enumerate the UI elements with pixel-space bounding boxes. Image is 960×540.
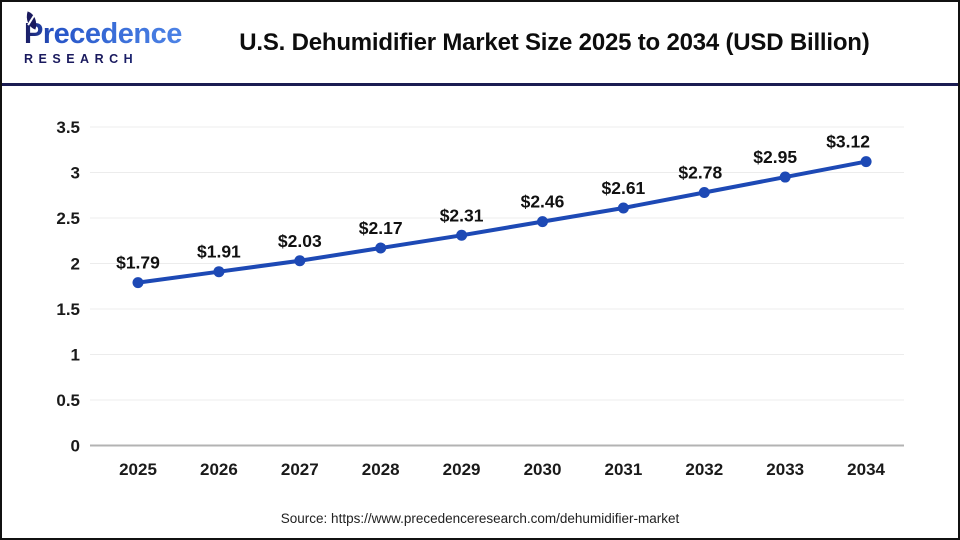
series-line <box>136 159 869 285</box>
data-label: $2.46 <box>521 192 565 212</box>
x-tick-label: 2031 <box>604 460 642 479</box>
y-tick-label: 0.5 <box>56 391 80 410</box>
data-label: $2.95 <box>753 147 797 167</box>
data-label: $2.17 <box>359 218 403 238</box>
x-tick-label: 2027 <box>281 460 319 479</box>
x-tick-label: 2030 <box>524 460 562 479</box>
y-tick-label: 2 <box>71 255 80 274</box>
data-label: $1.91 <box>197 242 241 262</box>
data-labels: $1.79 $1.91 $2.03 $2.17 $2.31 $2.46 $2.61 $2.78… <box>116 132 870 273</box>
data-point <box>617 202 629 214</box>
y-tick-label: 3.5 <box>56 118 80 137</box>
logo-subname: RESEARCH <box>24 53 182 66</box>
data-point <box>132 277 144 289</box>
data-label: $2.31 <box>440 205 484 225</box>
x-tick-label: 2026 <box>200 460 238 479</box>
precedence-logo: Precedence RESEARCH <box>23 11 182 66</box>
data-label: $3.12 <box>826 132 870 152</box>
x-tick-label: 2032 <box>685 460 723 479</box>
page-title: U.S. Dehumidifier Market Size 2025 to 20… <box>239 28 870 56</box>
data-label: $1.79 <box>116 253 160 273</box>
y-tick-label: 3 <box>71 164 80 183</box>
y-tick-label: 1.5 <box>56 300 80 319</box>
data-point <box>860 156 872 168</box>
data-point <box>698 187 710 199</box>
data-point <box>779 171 791 183</box>
logo-name: Precedence <box>24 17 182 50</box>
gridlines <box>90 126 904 447</box>
logo-wordmark: Precedence <box>23 11 182 50</box>
data-point <box>213 266 225 278</box>
x-tick-label: 2025 <box>119 460 157 479</box>
data-label: $2.78 <box>678 163 722 183</box>
data-point <box>456 229 468 241</box>
data-point <box>294 255 306 267</box>
x-tick-label: 2034 <box>847 460 885 479</box>
y-tick-label: 2.5 <box>56 209 80 228</box>
x-tick-label: 2033 <box>766 460 804 479</box>
x-tick-label: 2028 <box>362 460 400 479</box>
header: Precedence RESEARCH U.S. Dehumidifier Ma… <box>2 2 958 86</box>
y-axis-labels: 0 0.5 1 1.5 2 2.5 3 3.5 <box>56 118 80 456</box>
data-point <box>375 242 387 254</box>
y-tick-label: 1 <box>71 346 80 365</box>
data-label: $2.03 <box>278 231 322 251</box>
data-point <box>537 216 548 228</box>
data-points <box>132 156 872 289</box>
x-axis-labels: 2025 2026 2027 2028 2029 2030 2031 2032 2033 2034 <box>119 460 885 479</box>
x-tick-label: 2029 <box>443 460 481 479</box>
data-label: $2.61 <box>602 178 646 198</box>
y-tick-label: 0 <box>71 437 80 456</box>
source-caption: Source: https://www.precedenceresearch.c… <box>280 511 680 526</box>
